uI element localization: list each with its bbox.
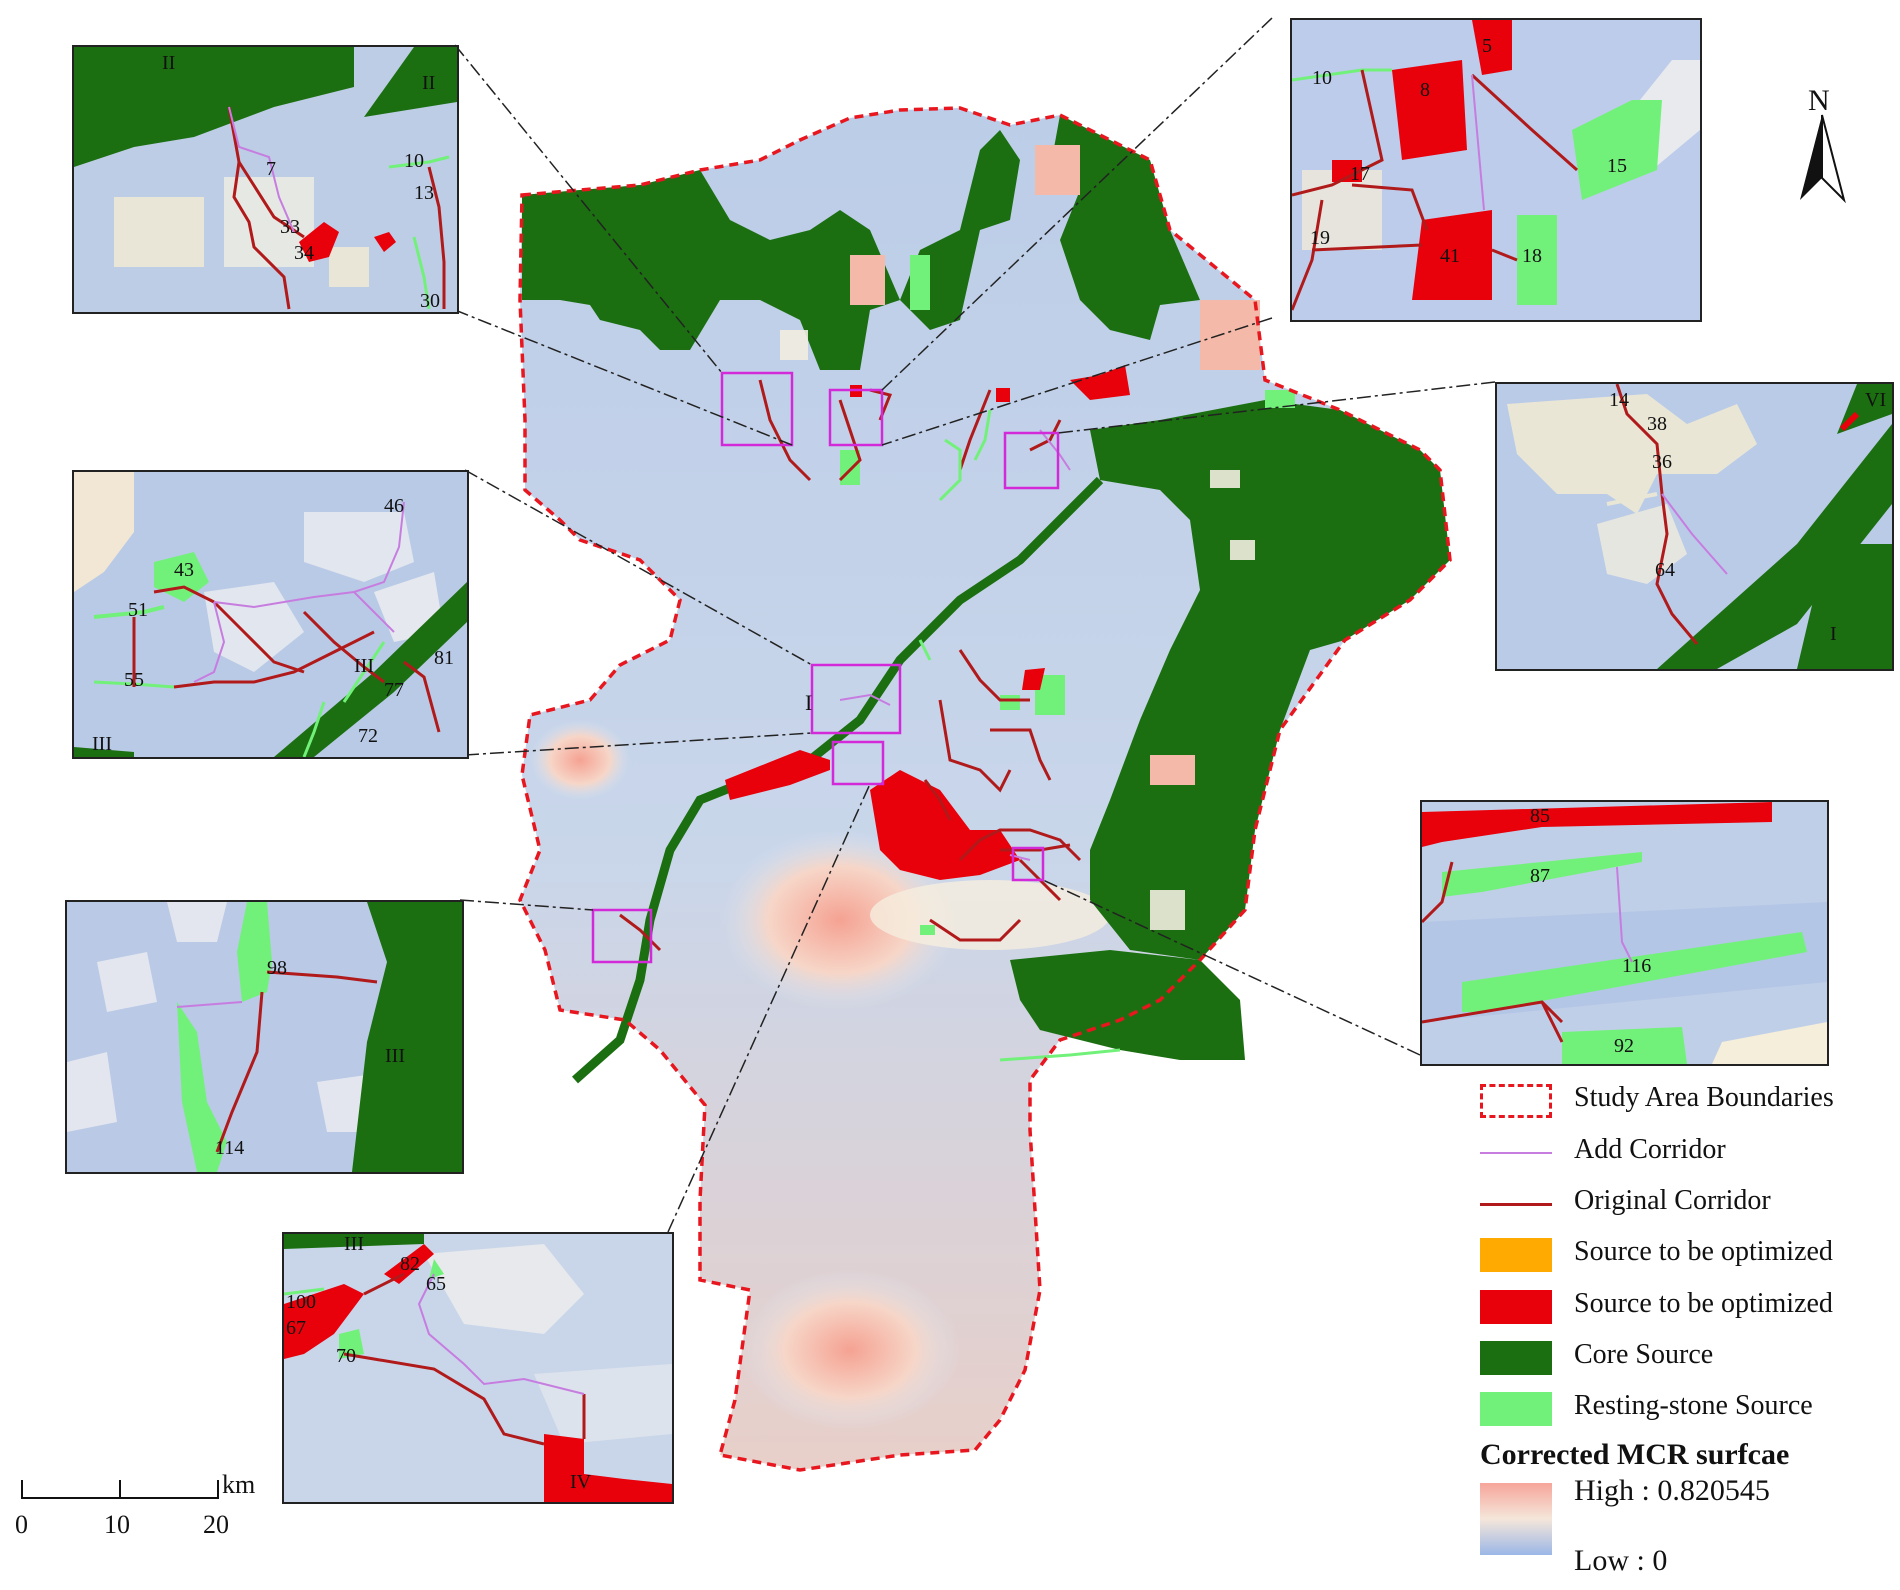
optimize-sources: [725, 365, 1130, 880]
surface-color-ramp: [1480, 1483, 1552, 1555]
inset-label: 67: [286, 1317, 306, 1339]
inset-label: III: [344, 1233, 364, 1255]
inset-label: III: [92, 733, 112, 755]
inset-label: 7: [266, 158, 276, 180]
surface-low-label: Low : 0: [1574, 1544, 1668, 1577]
inset-label: 10: [1312, 67, 1332, 89]
inset-label: 116: [1622, 955, 1652, 977]
legend-label: Core Source: [1574, 1339, 1714, 1370]
inset-label: 65: [426, 1273, 446, 1295]
inset-label: 33: [280, 216, 300, 238]
locator-box-top-right: [828, 388, 884, 447]
inset-label: 41: [1440, 245, 1460, 267]
inset-label: 114: [215, 1137, 245, 1159]
legend-label: Source to be optimized: [1574, 1288, 1833, 1319]
inset-label: 92: [1614, 1035, 1634, 1057]
north-arrow: [1800, 114, 1846, 204]
inset-mid-left: 46 43 51 55 III 77 72 III 81: [72, 470, 469, 759]
inset-left-lower: 98 III 114: [65, 900, 464, 1174]
inset-label: II: [422, 72, 436, 94]
high-resistance-area: [720, 830, 960, 1010]
legend-swatch-source-red: [1480, 1290, 1552, 1324]
inset-label: 13: [414, 182, 434, 204]
inset-label: 43: [174, 559, 194, 581]
inset-top-left: II II 7 10 13 33 34 30: [72, 45, 459, 314]
legend-label: Source to be optimized: [1574, 1236, 1833, 1267]
legend-label: Resting-stone Source: [1574, 1390, 1813, 1421]
inset-label: III: [354, 655, 374, 677]
resting-corridors: [918, 409, 1121, 1062]
high-resistance-area-south: [740, 1270, 960, 1430]
surface-high-label: High : 0.820545: [1574, 1474, 1770, 1507]
inset-label: 10: [404, 150, 424, 172]
locator-box-mid-left: [810, 663, 902, 735]
legend-swatch-core-source: [1480, 1341, 1552, 1375]
surface-title: Corrected MCR surfcae: [1480, 1438, 1790, 1471]
inset-label: 5: [1482, 35, 1492, 57]
locator-box-right-lower: [1011, 846, 1045, 882]
high-resistance-area-west: [530, 720, 630, 800]
inset-label: 46: [384, 495, 404, 517]
inset-label: 36: [1652, 451, 1672, 473]
locator-box-top-left: [720, 371, 794, 447]
legend-swatch-source-orange: [1480, 1238, 1552, 1272]
legend-swatch-add-corridor: [1480, 1152, 1552, 1154]
legend-swatch-original-corridor: [1480, 1203, 1552, 1206]
inset-label: 14: [1609, 389, 1629, 411]
legend-swatch-resting-source: [1480, 1392, 1552, 1426]
inset-label: 85: [1530, 805, 1550, 827]
scale-tick-0: 0: [15, 1510, 28, 1539]
study-area-boundary: [518, 106, 1452, 1472]
inset-label: 51: [128, 599, 148, 621]
leader-lines: [454, 17, 1496, 1233]
legend-swatch-boundary: [1480, 1084, 1552, 1118]
north-label: N: [1808, 84, 1830, 117]
locator-boxes: [591, 371, 1060, 964]
locator-box-center: [831, 740, 885, 786]
inset-label: IV: [570, 1471, 592, 1493]
locator-box-mid-right: [1003, 431, 1060, 490]
inset-label: 82: [400, 1253, 420, 1275]
inset-label: III: [385, 1045, 405, 1067]
inset-top-right: 10 8 5 17 15 19 41 18: [1290, 18, 1702, 322]
legend-label: Add Corridor: [1574, 1134, 1726, 1165]
inset-label: II: [162, 52, 176, 74]
inset-label: 100: [286, 1291, 316, 1313]
map-label-core-i: I: [805, 690, 813, 715]
inset-label: 64: [1655, 559, 1675, 581]
legend-label: Original Corridor: [1574, 1185, 1771, 1216]
inset-label: 87: [1530, 865, 1550, 887]
inset-label: 34: [294, 242, 314, 264]
legend-label: Study Area Boundaries: [1574, 1082, 1834, 1113]
inset-right-lower: 85 87 116 92: [1420, 800, 1829, 1066]
inset-label: 17: [1350, 163, 1370, 185]
high-resistance-patches: [850, 145, 1260, 785]
scale-bar: [21, 1480, 219, 1499]
inset-label: 38: [1647, 413, 1667, 435]
scale-tick-20: 20: [203, 1510, 229, 1539]
inset-bottom: III 82 65 100 67 70 IV: [282, 1232, 674, 1504]
inset-label: 55: [124, 669, 144, 691]
inset-label: 98: [267, 957, 287, 979]
inset-label: 19: [1310, 227, 1330, 249]
inset-label: 30: [420, 290, 440, 312]
inset-label: 70: [336, 1345, 356, 1367]
inset-mid-right: 14 38 36 64 VI I: [1495, 382, 1894, 671]
scale-tick-10: 10: [104, 1510, 130, 1539]
inset-label: 8: [1420, 79, 1430, 101]
inset-label: 72: [358, 725, 378, 747]
inset-label: 18: [1522, 245, 1542, 267]
scale-unit: km: [222, 1470, 256, 1499]
locator-box-left-lower: [591, 908, 653, 964]
inset-label: 15: [1607, 155, 1627, 177]
inset-label: 81: [434, 647, 454, 669]
inset-label: VI: [1865, 389, 1887, 411]
inset-label: I: [1830, 623, 1837, 645]
inset-label: 77: [384, 679, 404, 701]
